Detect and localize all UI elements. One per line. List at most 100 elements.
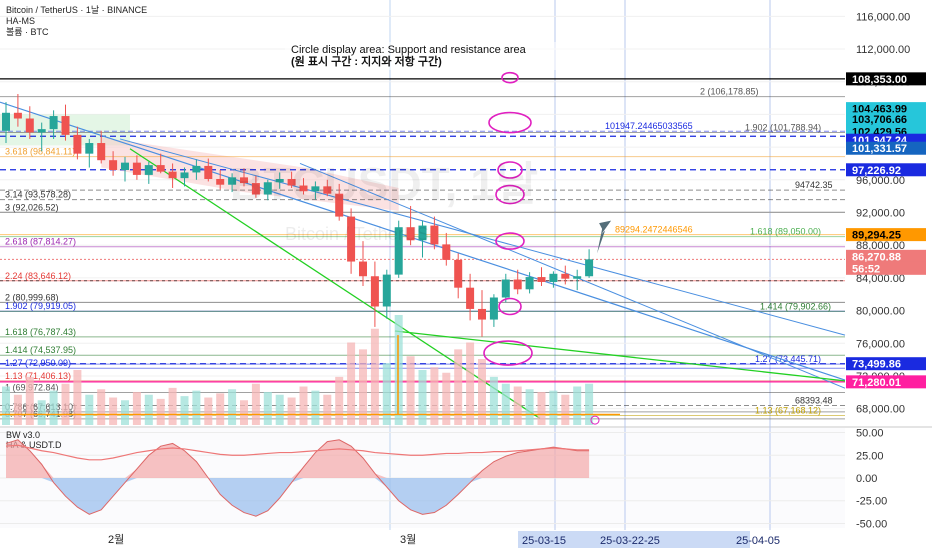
candle-body — [561, 273, 570, 279]
candle-body — [585, 259, 594, 277]
volume-bar — [501, 383, 510, 425]
candle-body — [347, 216, 356, 262]
volume-bar — [347, 342, 356, 425]
price-badge — [846, 375, 926, 389]
candle-body — [525, 277, 534, 290]
volume-bar — [561, 394, 570, 425]
volume-bar — [73, 370, 82, 425]
price-badge-label: 56:52 — [852, 263, 880, 275]
candle-body — [323, 186, 332, 194]
volume-bar — [13, 394, 22, 425]
green-trend-line — [394, 330, 846, 382]
fib-level-label: 1.618 (89,050.00) — [750, 227, 821, 237]
candle-body — [406, 227, 415, 241]
volume-bar — [489, 376, 498, 425]
candle-body — [13, 112, 22, 119]
candle-body — [85, 143, 94, 154]
candle-body — [537, 277, 546, 282]
price-tick-label: 84,000.00 — [856, 273, 905, 285]
volume-bar — [240, 400, 248, 425]
volume-bar — [382, 363, 391, 425]
volume-bar — [323, 394, 332, 425]
osc-series-line — [5, 439, 590, 517]
volume-bar — [442, 372, 451, 425]
osc-indicator-label: BW v3.0 — [6, 430, 40, 440]
fib-level-label: 1.902 (79,919.05) — [5, 301, 76, 311]
candle-body — [501, 279, 510, 298]
fib-level-label: 94742.35 — [795, 180, 833, 190]
volume-bar — [168, 387, 177, 425]
candle-body — [216, 178, 225, 185]
volume-bar — [418, 370, 427, 425]
sr-circle — [495, 232, 525, 250]
price-badge — [846, 228, 926, 242]
volume-bar — [478, 359, 486, 425]
fib-level-label: 2.618 (87,814.27) — [5, 237, 76, 247]
fib-level-label: 1.27 (72,950.09) — [5, 358, 71, 368]
fib-level-label: 1.902 (101,788.94) — [745, 122, 821, 132]
volume-bar — [192, 390, 201, 425]
candle-body — [192, 165, 201, 173]
volume-bar — [156, 398, 165, 425]
annotation-line-2: (원 표시 구간 : 지지와 저항 구간) — [291, 54, 442, 68]
volume-bar — [37, 400, 46, 425]
fib-level-label: 68393.48 — [795, 395, 833, 405]
volume-bar — [85, 394, 94, 425]
volume-bar — [466, 342, 475, 425]
price-badge — [846, 261, 926, 275]
candle-body — [311, 186, 320, 192]
candle-body — [418, 225, 427, 241]
price-tick-label: 96,000.00 — [856, 175, 905, 187]
volume-bar — [573, 386, 582, 425]
candle-body — [382, 274, 391, 307]
candle-body — [25, 118, 34, 133]
sr-circle — [501, 71, 519, 84]
time-badge-label: 25-04-05 — [736, 535, 780, 547]
fib-level-label: 2 (106,178.85) — [700, 87, 759, 97]
fib-level-label: 1.414 (79,902.66) — [760, 301, 831, 311]
osc-tick-label: -25.00 — [856, 496, 887, 508]
volume-bar — [406, 356, 415, 425]
time-badge-label: 25-03-15 — [522, 535, 566, 547]
volume-bar — [251, 383, 260, 425]
sr-circle — [495, 184, 525, 205]
candle-body — [61, 116, 70, 135]
time-badge-label: 25-03-22 — [600, 535, 644, 547]
price-badge-label: 71,280.01 — [852, 377, 901, 389]
fib-level-label: 1.27 (73,445.71) — [755, 354, 821, 364]
candle-body — [228, 177, 237, 185]
fib-level-label: 2 (80,999.68) — [5, 292, 59, 302]
price-badge — [846, 141, 926, 155]
volume-bar — [109, 397, 118, 425]
price-tick-label: 88,000.00 — [856, 240, 905, 252]
chart-symbol-title: Bitcoin / TetherUS · 1날 · BINANCE — [6, 5, 147, 15]
volume-bar — [2, 386, 10, 425]
candle-body — [573, 276, 582, 279]
price-badge-label: 97,226.92 — [852, 165, 901, 177]
price-badge — [846, 163, 926, 177]
fib-level-label: 2.24 (83,646.12) — [5, 271, 71, 281]
fib-level-label: 3.618 (98,841.11) — [5, 147, 75, 157]
candle-body — [442, 244, 451, 260]
annotation-box — [285, 42, 610, 70]
watermark-sub: Bitcoin / TetherUS — [285, 224, 429, 244]
candle-body — [335, 193, 344, 217]
fib-level-label: 89294.2472446546 — [615, 225, 693, 235]
volume-bar — [121, 400, 129, 425]
volume-bar — [132, 392, 141, 425]
candle-body — [156, 165, 165, 172]
candle-body — [73, 134, 82, 154]
fib-level-label: 1.13 (67,168.12) — [755, 405, 821, 415]
volume-bar — [359, 349, 367, 425]
osc-tick-label: 50.00 — [856, 428, 884, 440]
downtrend-line — [299, 162, 846, 389]
sr-circle — [488, 111, 532, 134]
time-range-highlight — [518, 531, 750, 548]
annotation-line-1: Circle display area: Support and resista… — [291, 44, 527, 56]
volume-bar — [311, 390, 320, 425]
price-badge — [846, 112, 926, 126]
price-badge — [846, 102, 926, 116]
fib-level-label: 1.414 (74,537.95) — [5, 345, 76, 355]
volume-bar — [430, 367, 439, 425]
